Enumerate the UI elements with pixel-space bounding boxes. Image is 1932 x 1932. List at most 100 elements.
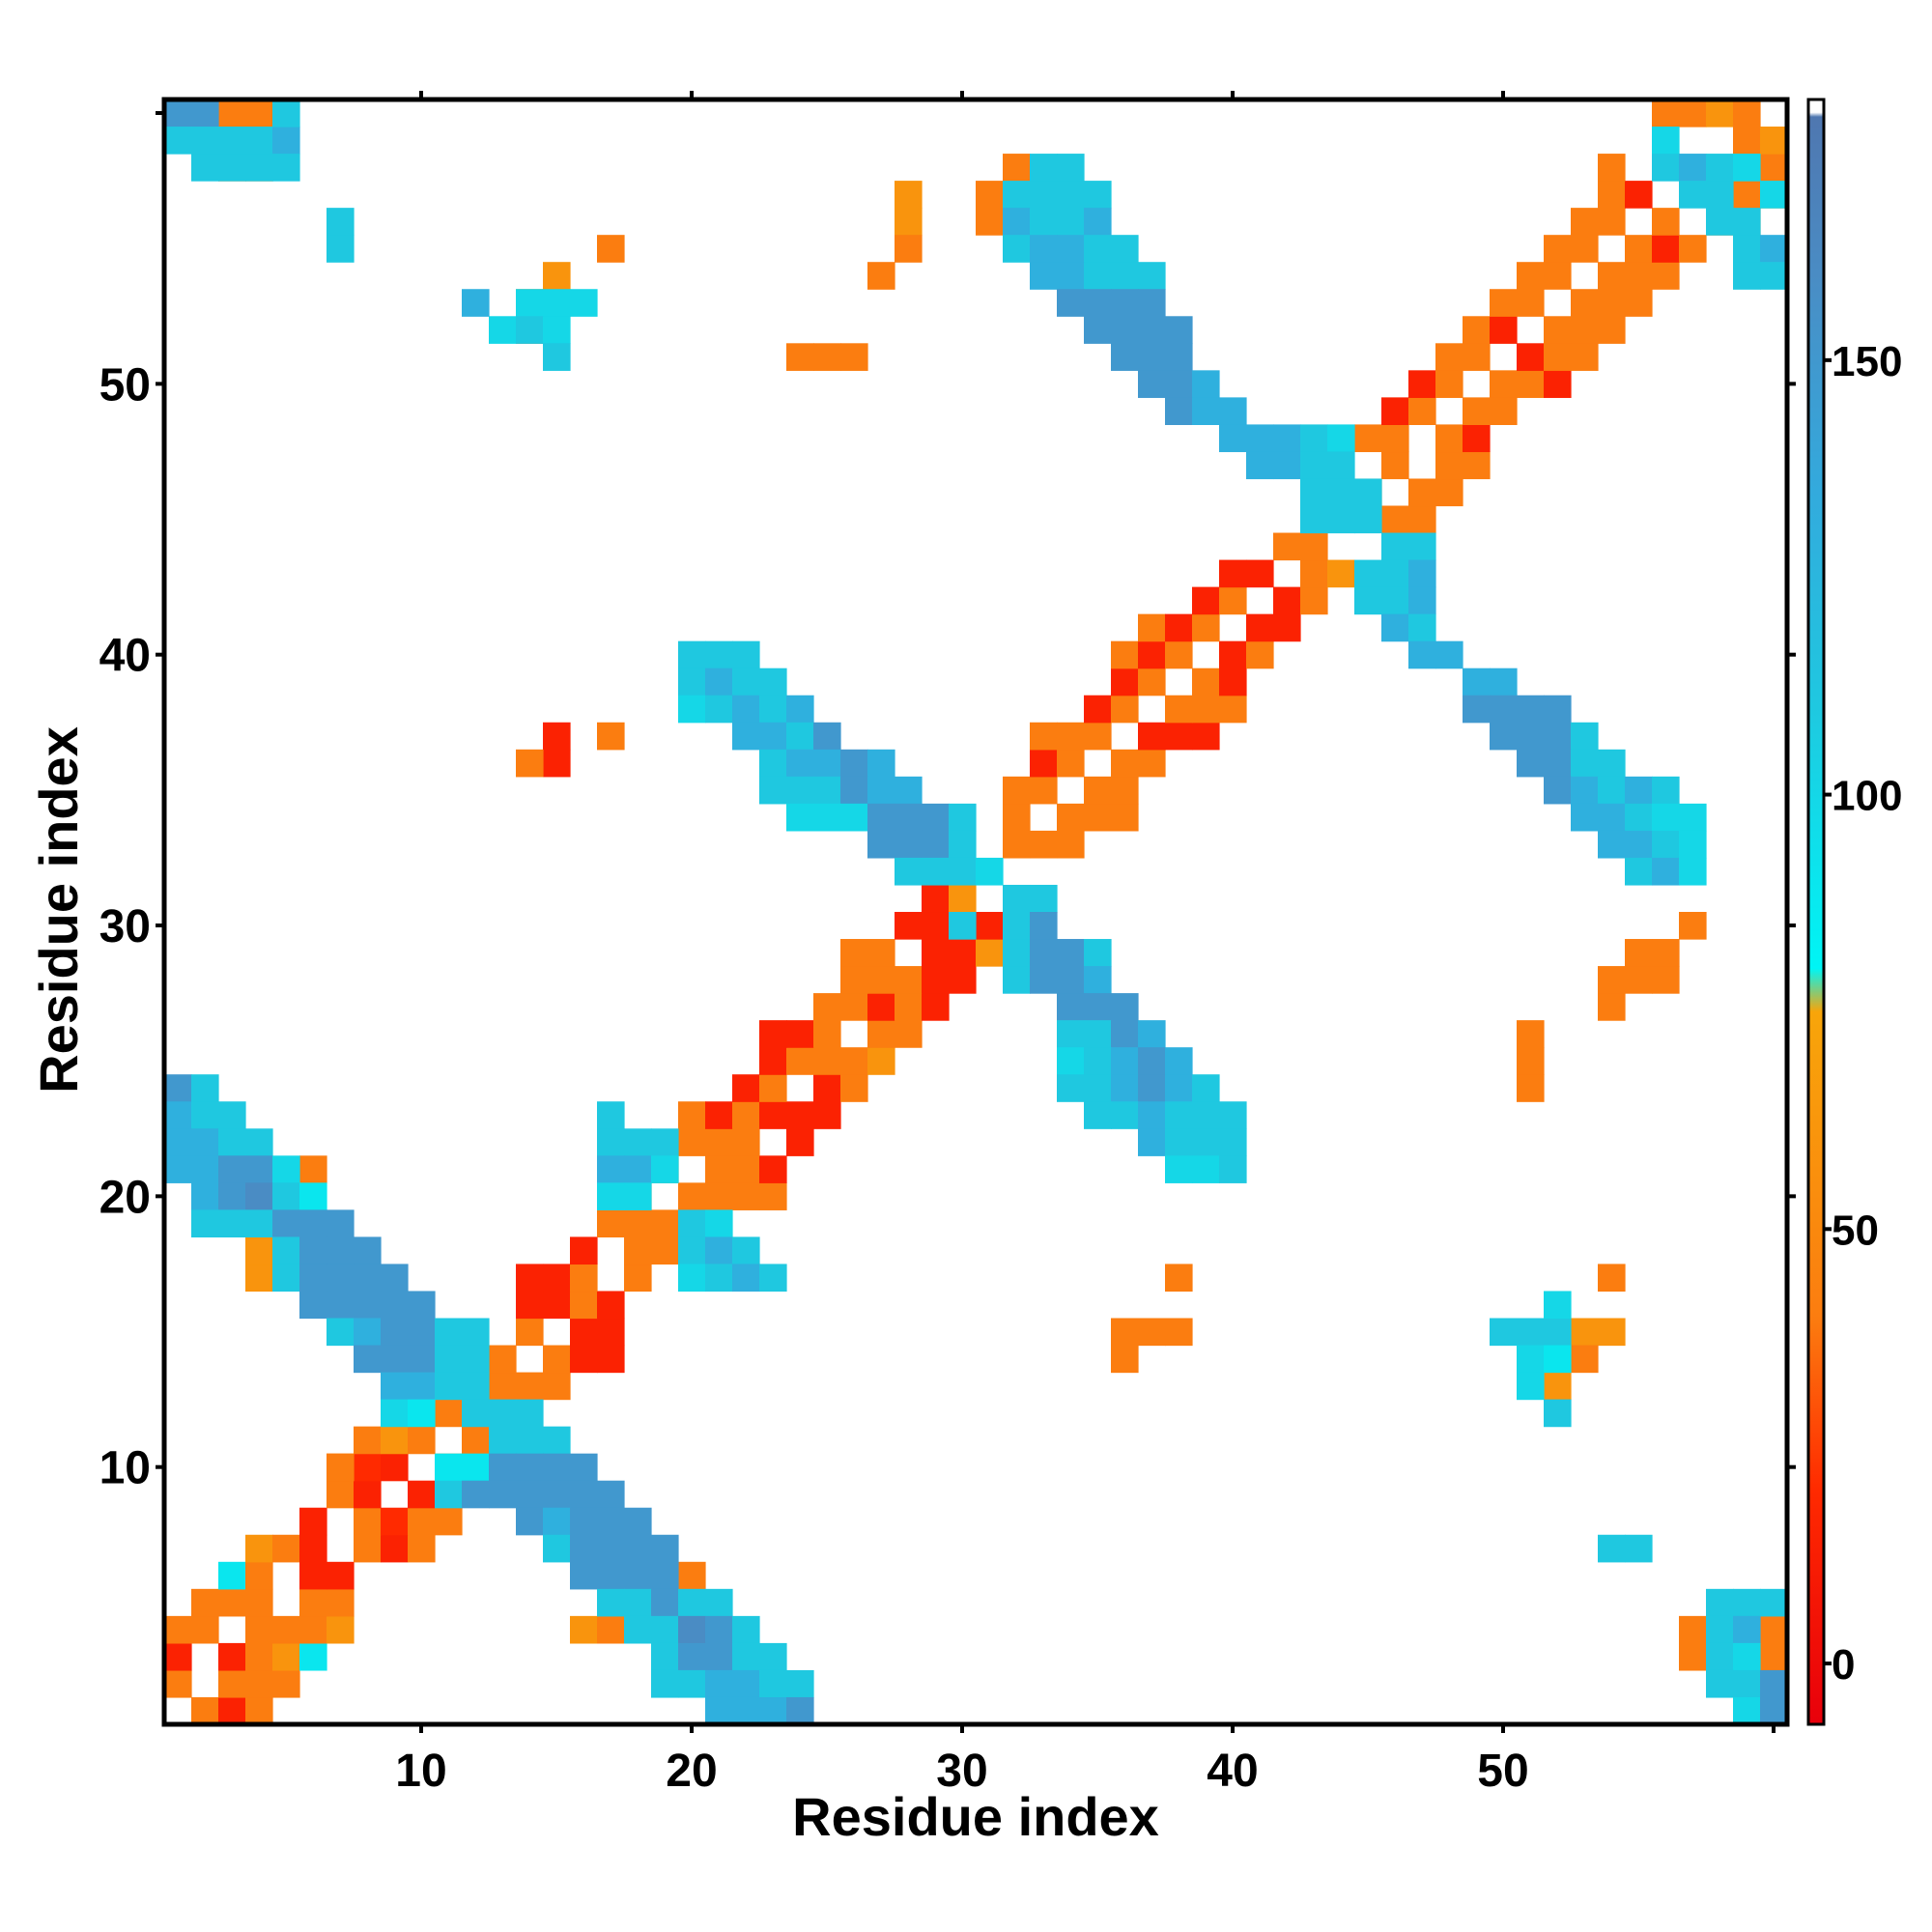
heatmap-cell [1408,370,1436,398]
heatmap-cell [1652,208,1680,236]
heatmap-cell [759,1101,787,1129]
heatmap-cell [1760,262,1788,290]
heatmap-cell [1544,1318,1572,1347]
heatmap-cell [245,154,273,182]
x-axis-ticks: 10 20 30 40 50 [395,91,1776,1797]
heatmap-cell [786,1696,814,1725]
heatmap-cell [381,1318,409,1347]
heatmap-cell [597,1534,625,1563]
heatmap-cell [462,1480,490,1509]
heatmap-cell [1300,586,1328,615]
heatmap-cell [1300,424,1328,453]
heatmap-cell [1517,1372,1545,1401]
heatmap-cell [1165,1264,1193,1293]
heatmap-cell [1706,99,1734,128]
heatmap-cell [1138,613,1166,642]
heatmap-cell [218,1696,246,1725]
x-tick-label: 40 [1207,1746,1258,1797]
heatmap-cell [1381,559,1409,588]
heatmap-cell [543,343,571,371]
heatmap-cell [624,1209,652,1237]
heatmap-cell [678,640,706,669]
heatmap-cell [1544,776,1572,805]
heatmap-cell [1544,1291,1572,1320]
heatmap-cell [1003,181,1031,209]
heatmap-cell [895,803,923,832]
heatmap-cell [1057,154,1085,182]
heatmap-cell [489,1453,517,1482]
heatmap-cell [678,1236,706,1265]
heatmap-cell [624,1588,652,1617]
heatmap-cell [1652,154,1680,182]
heatmap-cell [678,668,706,696]
heatmap-cell [570,1453,598,1482]
heatmap-cell [1733,262,1761,290]
heatmap-cell [1246,613,1274,642]
heatmap-cell [1517,1345,1545,1374]
heatmap-cell [1625,776,1653,805]
heatmap-cell [327,1561,355,1590]
heatmap-cell [732,1696,760,1725]
heatmap-cell [705,1236,733,1265]
heatmap-cell [435,1453,463,1482]
heatmap-cell [1246,451,1274,480]
heatmap-cell [1003,776,1031,805]
heatmap-cell [191,1588,219,1617]
heatmap-cell [1381,451,1409,480]
heatmap-cell [651,1588,679,1617]
heatmap-cell [1111,1047,1139,1075]
heatmap-cell [1598,966,1626,994]
heatmap-cell [516,1318,544,1347]
heatmap-cell [1057,1047,1085,1075]
heatmap-cell [1084,316,1112,344]
heatmap-cell [678,1642,706,1671]
heatmap-cell [1165,613,1193,642]
heatmap-cell [516,1480,544,1509]
heatmap-cell [1733,127,1761,155]
heatmap-cell [1679,154,1707,182]
heatmap-cell [1435,451,1463,480]
heatmap-cell [1408,586,1436,615]
heatmap-cell [705,1182,733,1210]
heatmap-cell [1652,857,1680,886]
heatmap-cell [1030,749,1058,778]
heatmap-cell [1111,262,1139,290]
heatmap-cell [191,1696,219,1725]
colorbar-tick-label: 0 [1832,1641,1855,1689]
heatmap-cell [1435,343,1463,371]
heatmap-cell [705,1696,733,1725]
colorbar-tick-label: 100 [1832,773,1902,820]
heatmap-cell [597,1101,625,1129]
heatmap-cell [597,1480,625,1509]
heatmap-cell [1760,154,1788,182]
heatmap-cell [1219,1128,1247,1156]
heatmap-cell [786,1047,814,1075]
heatmap-cell [516,1264,544,1293]
heatmap-cell [1030,884,1058,913]
heatmap-cell [218,1128,246,1156]
heatmap-cell [1327,451,1355,480]
heatmap-cell [1138,640,1166,669]
heatmap-cell [1571,1345,1599,1374]
heatmap-cell [218,1561,246,1590]
heatmap-cell [543,316,571,344]
heatmap-cell [1111,289,1139,317]
heatmap-cell [786,343,814,371]
heatmap-cell [516,1399,544,1428]
heatmap-cell [1679,1642,1707,1671]
heatmap-cell [1408,478,1436,507]
heatmap-cell [1354,424,1382,453]
heatmap-cell [624,1264,652,1293]
heatmap-cell [218,127,246,155]
heatmap-cell [705,1155,733,1183]
heatmap-cell [786,803,814,832]
heatmap-cell [840,343,868,371]
heatmap-cell [678,1209,706,1237]
heatmap-cell [245,1155,273,1183]
heatmap-cell [299,1182,327,1210]
heatmap-cell [1381,586,1409,615]
heatmap-cell [732,722,760,751]
heatmap-cell [462,1372,490,1401]
heatmap-cell [245,1588,273,1617]
heatmap-cell [1219,1155,1247,1183]
